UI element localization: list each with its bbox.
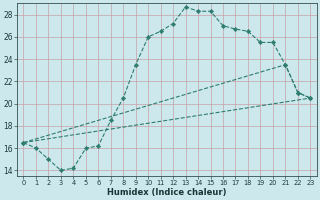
X-axis label: Humidex (Indice chaleur): Humidex (Indice chaleur) (107, 188, 227, 197)
